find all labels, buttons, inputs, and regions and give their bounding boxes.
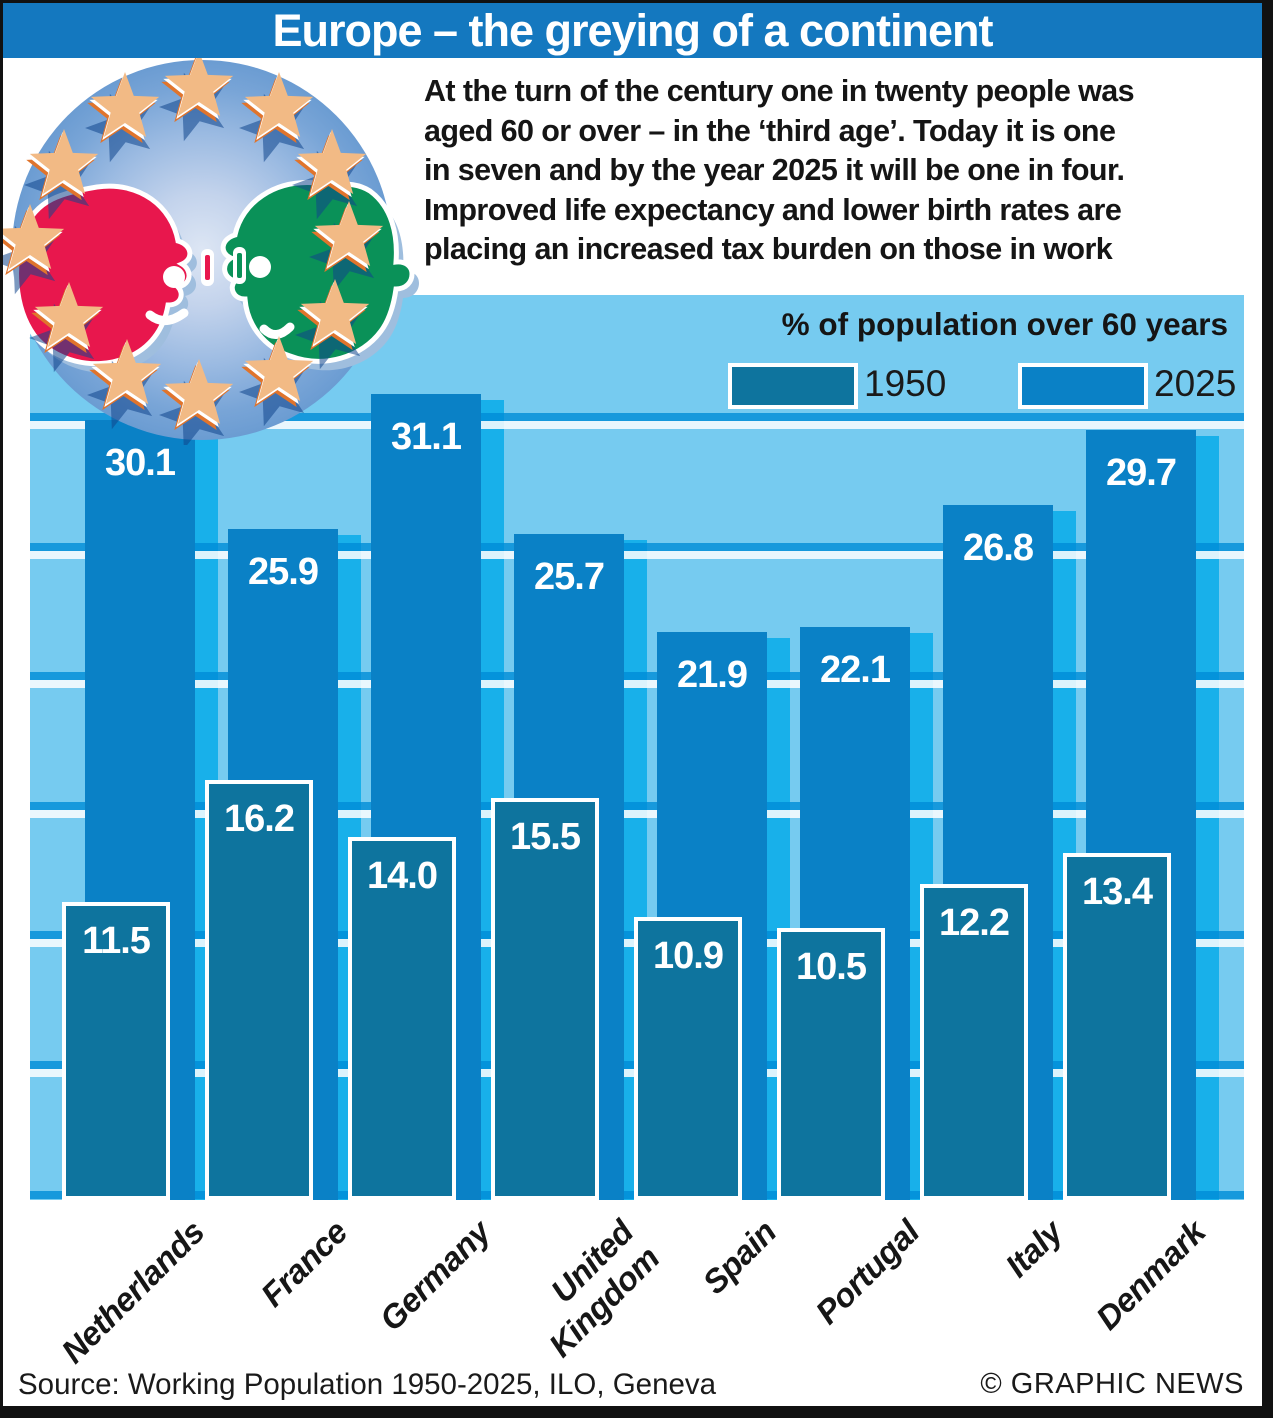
legend-swatch-1950 [728, 363, 858, 409]
gridline-blue-15 [30, 801, 1244, 810]
legend-label-1950: 1950 [864, 363, 947, 404]
value-label-2025-portugal: 22.1 [820, 649, 891, 692]
value-label-1950-united-kingdom: 15.5 [510, 816, 581, 859]
intro-line-4: Improved life expectancy and lower birth… [424, 192, 1122, 227]
value-label-2025-italy: 26.8 [963, 527, 1034, 570]
value-label-1950-france: 16.2 [224, 798, 295, 841]
bar-1950-united-kingdom [491, 798, 599, 1200]
value-label-1950-portugal: 10.5 [796, 945, 867, 988]
gridline-white-30 [30, 421, 1244, 429]
legend-swatch-2025 [1018, 363, 1148, 409]
bar-1950-spain [634, 917, 742, 1200]
page-title: Europe – the greying of a continent [272, 5, 993, 56]
value-label-1950-germany: 14.0 [367, 855, 438, 898]
gridline-blue-25 [30, 542, 1244, 551]
value-label-2025-germany: 31.1 [391, 415, 462, 458]
gridline-white-25 [30, 550, 1244, 559]
value-label-1950-italy: 12.2 [939, 901, 1010, 944]
value-label-1950-denmark: 13.4 [1082, 870, 1153, 913]
intro-paragraph: At the turn of the century one in twenty… [424, 72, 1254, 270]
frame-bottom [0, 1406, 1273, 1418]
intro-line-3: in seven and by the year 2025 it will be… [424, 153, 1125, 187]
gridline-blue-20 [30, 672, 1244, 681]
gridline-white-15 [30, 809, 1244, 818]
bar-1950-germany [348, 837, 456, 1200]
copyright-credit: © GRAPHIC NEWS [980, 1368, 1244, 1400]
bar-1950-denmark [1063, 852, 1171, 1200]
value-label-2025-netherlands: 30.1 [105, 441, 176, 484]
bar-shadow-denmark [1196, 436, 1219, 1200]
value-label-2025-denmark: 29.7 [1106, 452, 1177, 495]
value-label-2025-united-kingdom: 25.7 [534, 555, 605, 598]
gridline-blue-30 [30, 413, 1244, 421]
legend-title: % of population over 60 years [781, 306, 1228, 342]
bar-1950-portugal [777, 927, 885, 1200]
value-label-1950-netherlands: 11.5 [82, 919, 151, 962]
frame-right [1262, 0, 1273, 1418]
frame-top [0, 0, 1273, 3]
value-label-1950-spain: 10.9 [653, 935, 724, 978]
gridline-white-20 [30, 680, 1244, 689]
frame-left [0, 0, 3, 1418]
intro-line-1: At the turn of the century one in twenty… [424, 74, 1135, 108]
bar-1950-italy [920, 883, 1028, 1200]
source-note: Source: Working Population 1950-2025, IL… [18, 1368, 717, 1401]
bar-1950-netherlands [62, 901, 170, 1200]
bar-1950-france [205, 780, 313, 1200]
value-label-2025-france: 25.9 [248, 550, 319, 593]
legend-label-2025: 2025 [1154, 363, 1237, 404]
value-label-2025-spain: 21.9 [677, 654, 748, 697]
title-bar: Europe – the greying of a continent [3, 3, 1262, 58]
intro-line-5: placing an increased tax burden on those… [424, 232, 1113, 266]
intro-line-2: aged 60 or over – in the ‘third age’. To… [424, 113, 1116, 148]
